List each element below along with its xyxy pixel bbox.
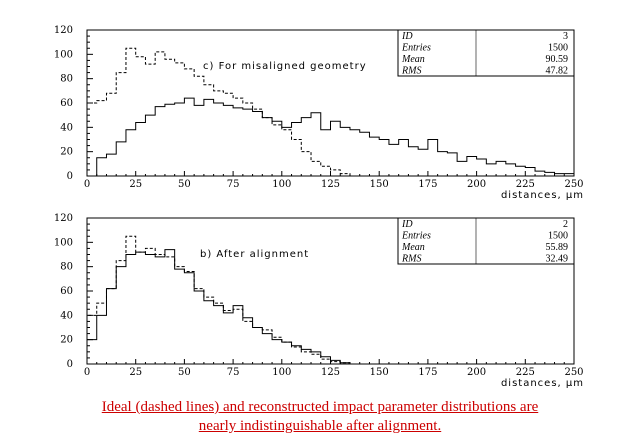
stats-label: RMS (401, 254, 421, 265)
x-tick-label: 200 (467, 367, 486, 378)
figure-caption: Ideal (dashed lines) and reconstructed i… (0, 398, 640, 436)
x-tick-label: 175 (418, 179, 437, 190)
y-tick-label: 80 (60, 262, 73, 273)
histogram-series (86, 47, 575, 177)
y-tick-label: 40 (60, 310, 73, 321)
x-tick-label: 175 (418, 367, 437, 378)
reconstructed-distribution-solid (86, 249, 574, 365)
stats-value: 3 (563, 31, 568, 42)
x-axis-label: distances, μm (501, 190, 584, 201)
x-tick-label: 225 (516, 179, 535, 190)
caption-line-1: Ideal (dashed lines) and reconstructed i… (101, 399, 539, 415)
y-tick-label: 0 (67, 171, 73, 182)
stats-value: 47.82 (546, 66, 569, 77)
x-tick-label: 0 (84, 179, 90, 190)
x-tick-label: 125 (321, 179, 340, 190)
x-tick-label: 25 (129, 179, 142, 190)
x-tick-label: 150 (370, 367, 389, 378)
x-tick-label: 200 (467, 179, 486, 190)
y-tick-label: 20 (60, 335, 73, 346)
y-tick-label: 60 (60, 98, 73, 109)
x-tick-label: 75 (227, 179, 240, 190)
x-tick-label: 150 (370, 179, 389, 190)
stats-value: 1500 (548, 43, 568, 54)
y-tick-label: 20 (60, 147, 73, 158)
x-tick-label: 75 (227, 367, 240, 378)
x-tick-label: 125 (321, 367, 340, 378)
stats-value: 90.59 (546, 54, 569, 65)
stats-label: RMS (401, 66, 421, 77)
y-tick-label: 100 (54, 237, 73, 248)
y-tick-label: 60 (60, 286, 73, 297)
stats-label: ID (401, 31, 413, 42)
x-tick-label: 250 (564, 179, 583, 190)
caption-line-2: nearly indistinguishable after alignment… (198, 418, 442, 434)
stats-label: Entries (401, 43, 431, 54)
stats-label: Mean (401, 242, 425, 253)
x-tick-label: 100 (272, 179, 291, 190)
axis-ticks: 0 25 50 75 100 125 150 175 200 225 250 0 20 40 60 80 100… (54, 25, 584, 190)
reconstructed-distribution-solid (87, 97, 575, 177)
y-tick-label: 80 (60, 74, 73, 85)
y-tick-label: 40 (60, 122, 73, 133)
stats-box: ID 3 Entries 1500 Mean 90.59 RMS 47.82 (397, 29, 575, 77)
x-axis-label: distances, μm (501, 378, 584, 389)
y-tick-label: 0 (67, 359, 73, 370)
stats-label: Entries (401, 231, 431, 242)
x-tick-label: 50 (178, 179, 191, 190)
histogram-series (86, 235, 574, 365)
stats-label: Mean (401, 54, 425, 65)
x-tick-label: 100 (272, 367, 291, 378)
x-tick-label: 25 (129, 367, 142, 378)
panel-annotation: c) For misaligned geometry (203, 61, 367, 72)
stats-value: 32.49 (546, 254, 569, 265)
y-tick-label: 100 (54, 49, 73, 60)
x-tick-label: 225 (516, 367, 535, 378)
ideal-distribution-dashed (86, 235, 574, 365)
ideal-distribution-dashed (86, 47, 574, 177)
x-tick-label: 0 (84, 367, 90, 378)
stats-box: ID 2 Entries 1500 Mean 55.89 RMS 32.49 (397, 217, 575, 265)
stats-label: ID (401, 219, 413, 230)
stats-value: 1500 (548, 231, 568, 242)
stats-value: 55.89 (546, 242, 569, 253)
y-tick-label: 120 (54, 213, 73, 224)
histogram-panel-aligned: 0 25 50 75 100 125 150 175 200 225 250 0 20 40 60 80 100… (54, 213, 584, 389)
stats-value: 2 (563, 219, 568, 230)
y-tick-label: 120 (54, 25, 73, 36)
x-tick-label: 50 (178, 367, 191, 378)
panel-annotation: b) After alignment (200, 249, 309, 260)
histogram-panel-misaligned: 0 25 50 75 100 125 150 175 200 225 250 0 20 40 60 80 100… (54, 25, 584, 201)
x-tick-label: 250 (564, 367, 583, 378)
